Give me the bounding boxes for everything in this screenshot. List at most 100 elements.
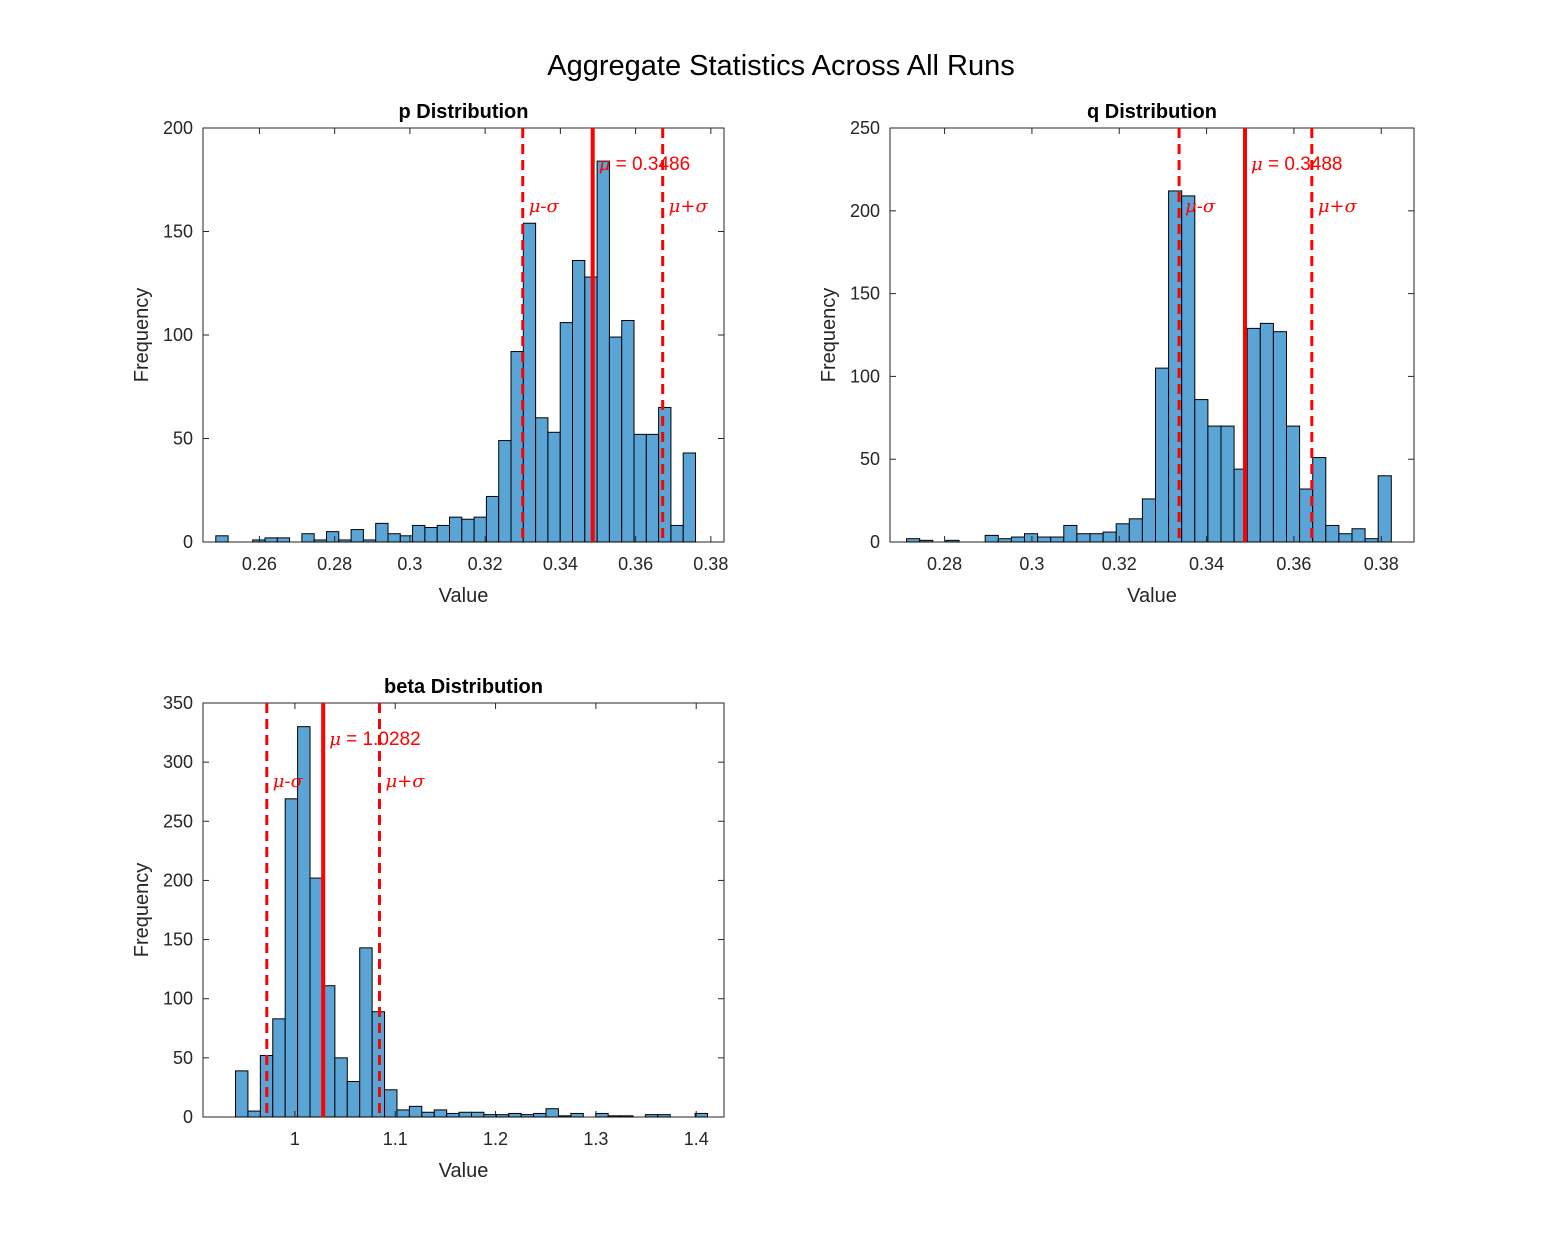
p-histogram-bar xyxy=(608,336,623,543)
beta-ytick-label: 0 xyxy=(183,1107,193,1127)
beta-histogram-bar xyxy=(446,1112,460,1118)
q-histogram-bar xyxy=(1089,533,1104,543)
q-xtick-label: 0.34 xyxy=(1189,554,1224,574)
beta-ytick-label: 200 xyxy=(163,870,193,890)
p-mean-label-value: = 0.3486 xyxy=(610,154,690,175)
beta-histogram-bar xyxy=(334,1057,348,1118)
q-x-axis-label: Value xyxy=(1127,585,1177,607)
q-histogram-bar xyxy=(1285,425,1301,543)
q-xtick-label: 0.38 xyxy=(1364,554,1399,574)
p-histogram-bar xyxy=(412,524,426,543)
p-xtick-label: 0.34 xyxy=(543,554,578,574)
beta-histogram-bar xyxy=(384,1089,398,1118)
p-histogram-bar xyxy=(313,539,327,543)
q-histogram-bar xyxy=(1338,533,1353,543)
p-mean-label-symbol: μ xyxy=(599,154,611,175)
q-ytick-label: 100 xyxy=(850,366,880,386)
p-histogram-bar xyxy=(522,222,537,543)
q-histogram-bar xyxy=(1141,498,1156,543)
p-histogram-bar xyxy=(362,539,377,543)
beta-histogram-bar xyxy=(595,1112,609,1118)
q-histogram-bar xyxy=(1194,399,1209,543)
beta-distribution-axes: μ = 1.0282 μ-σ μ+σ 1 1.1 1.2 1.3 1.4 0 50 100 150 20… xyxy=(131,676,725,1182)
beta-histogram-bar xyxy=(284,798,299,1118)
beta-histogram-bar xyxy=(545,1108,559,1118)
p-histogram-bar xyxy=(215,535,229,543)
beta-histogram-bar xyxy=(694,1112,708,1118)
q-histogram-bar xyxy=(1246,327,1261,543)
beta-xtick-label: 1.3 xyxy=(583,1129,608,1149)
q-histogram-bar xyxy=(1181,195,1196,543)
q-ytick-label: 200 xyxy=(850,201,880,221)
p-histogram-bar xyxy=(473,516,487,543)
p-histogram-bar xyxy=(670,524,684,543)
p-xtick-label: 0.32 xyxy=(468,554,503,574)
beta-xtick-label: 1 xyxy=(290,1129,300,1149)
q-histogram-bar xyxy=(1063,524,1078,543)
q-histogram-bar xyxy=(1010,536,1025,543)
p-ytick-label: 100 xyxy=(163,325,193,345)
q-histogram-bar xyxy=(1050,536,1065,543)
p-histogram-bar xyxy=(399,535,414,543)
p-histogram-bar xyxy=(498,440,512,543)
beta-histogram-bar xyxy=(247,1110,261,1118)
beta-histogram-bar xyxy=(644,1114,659,1118)
beta-xtick-label: 1.1 xyxy=(383,1129,408,1149)
beta-y-axis-label: Frequency xyxy=(131,863,153,958)
beta-ytick-label: 300 xyxy=(163,752,193,772)
beta-histogram-bar xyxy=(533,1112,547,1118)
beta-histogram-bar xyxy=(495,1114,510,1118)
q-ytick-label: 250 xyxy=(850,118,880,138)
p-xtick-label: 0.28 xyxy=(317,554,352,574)
q-histogram-bar xyxy=(1076,533,1091,543)
p-chart-title: p Distribution xyxy=(399,101,529,123)
p-histogram-bar xyxy=(461,518,475,543)
beta-ytick-label: 100 xyxy=(163,989,193,1009)
q-chart-title: q Distribution xyxy=(1087,101,1217,123)
p-histogram-bar xyxy=(338,539,352,543)
p-histogram-bar xyxy=(387,533,401,543)
p-plus-sigma-label: μ+σ xyxy=(669,196,709,217)
beta-histogram-bar xyxy=(520,1114,535,1118)
p-y-axis-label: Frequency xyxy=(131,288,153,383)
q-histogram-bar xyxy=(1207,425,1222,543)
p-histogram-bar xyxy=(658,406,672,543)
p-histogram-bar xyxy=(350,529,364,543)
p-minus-sigma-label: μ-σ xyxy=(529,196,560,217)
p-histogram-bar xyxy=(633,433,647,543)
figure-title: Aggregate Statistics Across All Runs xyxy=(547,50,1014,82)
p-histogram-bar xyxy=(596,160,610,543)
p-histogram-bar xyxy=(572,259,586,543)
p-histogram-bar xyxy=(264,537,278,543)
q-mean-label-value: = 0.3488 xyxy=(1263,154,1343,175)
q-ytick-label: 150 xyxy=(850,284,880,304)
p-ytick-label: 200 xyxy=(163,118,193,138)
q-histogram-bar xyxy=(1023,533,1039,543)
beta-histogram-bar xyxy=(508,1112,522,1118)
beta-histogram-bar xyxy=(607,1115,622,1118)
beta-histogram-bar xyxy=(470,1111,485,1118)
q-minus-sigma-label: μ-σ xyxy=(1185,196,1216,217)
beta-histogram-bar xyxy=(272,1018,286,1118)
p-histogram-bar xyxy=(375,522,389,543)
q-histogram-bar xyxy=(1128,518,1143,543)
q-histogram-bar xyxy=(1325,524,1340,543)
p-xtick-label: 0.38 xyxy=(693,554,728,574)
q-histogram-bar xyxy=(984,534,999,543)
beta-histogram-bar xyxy=(359,947,373,1118)
p-histogram-bar xyxy=(424,527,438,543)
beta-mean-label: μ = 1.0282 xyxy=(329,729,420,750)
q-xtick-label: 0.3 xyxy=(1019,554,1044,574)
q-histogram-bar xyxy=(906,538,921,543)
beta-histogram-bar xyxy=(433,1109,448,1118)
q-histogram-bar xyxy=(1259,322,1274,543)
q-histogram-bar xyxy=(945,539,960,543)
q-mean-label: μ = 0.3488 xyxy=(1251,154,1342,175)
q-xtick-label: 0.36 xyxy=(1276,554,1311,574)
p-histogram-bar xyxy=(449,516,463,543)
p-histogram-bar xyxy=(325,531,340,543)
q-histogram-bar xyxy=(1102,531,1117,543)
p-xtick-label: 0.3 xyxy=(397,554,422,574)
beta-plus-sigma-label: μ+σ xyxy=(385,771,425,792)
